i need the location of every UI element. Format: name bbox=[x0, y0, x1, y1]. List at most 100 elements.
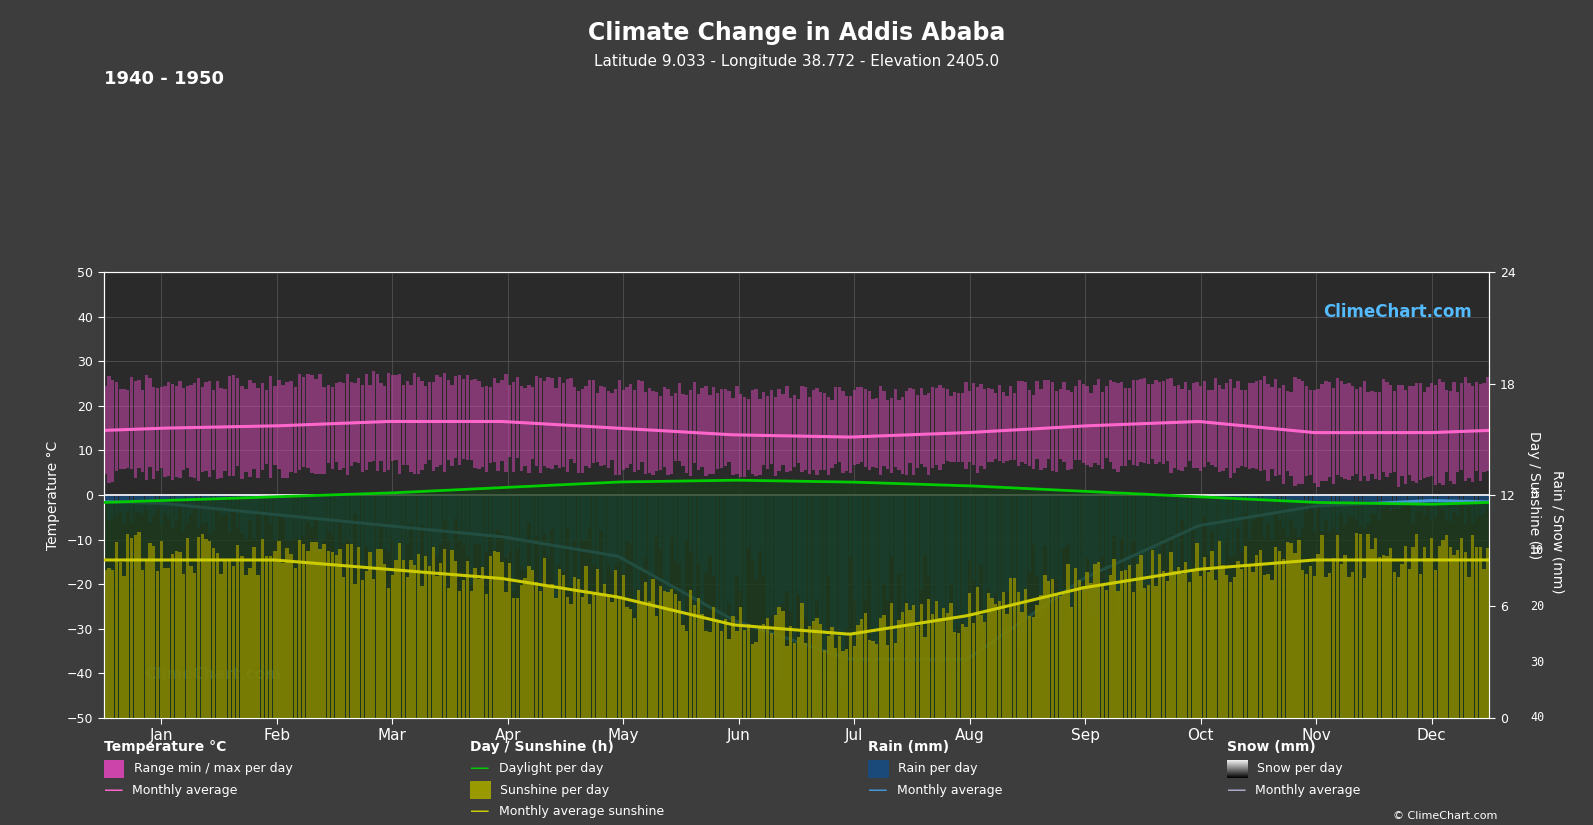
Bar bbox=[781, 611, 785, 718]
Bar bbox=[417, 377, 421, 474]
Bar bbox=[1125, 570, 1128, 718]
Bar bbox=[349, 544, 354, 718]
Bar bbox=[957, 394, 961, 462]
Bar bbox=[652, 495, 655, 576]
Bar bbox=[1136, 380, 1139, 466]
Bar bbox=[1008, 386, 1013, 460]
Bar bbox=[390, 575, 393, 718]
Bar bbox=[500, 380, 503, 460]
Bar bbox=[1027, 390, 1031, 466]
Bar bbox=[170, 554, 174, 718]
Bar bbox=[357, 547, 360, 718]
Bar bbox=[972, 623, 975, 718]
Bar bbox=[709, 495, 712, 554]
Bar bbox=[1475, 495, 1478, 516]
Bar bbox=[421, 495, 424, 525]
Bar bbox=[198, 495, 201, 529]
Bar bbox=[720, 495, 723, 666]
Bar bbox=[777, 607, 781, 718]
Bar bbox=[451, 495, 454, 573]
Bar bbox=[1442, 495, 1445, 511]
Bar bbox=[890, 603, 894, 718]
Bar bbox=[1244, 495, 1247, 513]
Bar bbox=[599, 593, 602, 718]
Bar bbox=[1411, 495, 1415, 524]
Bar bbox=[401, 495, 405, 573]
Bar bbox=[846, 649, 849, 718]
Bar bbox=[1239, 568, 1244, 718]
Bar bbox=[223, 389, 228, 471]
Bar bbox=[1125, 388, 1128, 466]
Bar bbox=[946, 613, 949, 718]
Bar bbox=[293, 495, 298, 538]
Bar bbox=[298, 495, 301, 541]
Bar bbox=[1351, 386, 1354, 476]
Bar bbox=[886, 645, 889, 718]
Bar bbox=[107, 376, 112, 483]
Bar bbox=[769, 495, 773, 615]
Bar bbox=[1456, 495, 1459, 515]
Text: Monthly average sunshine: Monthly average sunshine bbox=[499, 805, 664, 818]
Bar bbox=[104, 570, 107, 718]
Bar bbox=[1112, 495, 1115, 536]
Bar bbox=[969, 593, 972, 718]
Bar bbox=[701, 388, 704, 467]
Bar bbox=[827, 636, 830, 718]
Bar bbox=[618, 495, 621, 562]
Bar bbox=[615, 569, 618, 718]
Bar bbox=[489, 388, 492, 463]
Bar bbox=[796, 495, 800, 594]
Bar bbox=[1147, 384, 1150, 464]
Bar bbox=[946, 389, 949, 461]
Bar bbox=[648, 389, 652, 473]
Bar bbox=[1282, 495, 1286, 528]
Bar bbox=[1013, 394, 1016, 460]
Bar bbox=[1055, 593, 1058, 718]
Bar bbox=[280, 563, 285, 718]
Bar bbox=[1411, 386, 1415, 482]
Bar bbox=[379, 495, 382, 524]
Bar bbox=[930, 495, 933, 711]
Bar bbox=[750, 644, 753, 718]
Bar bbox=[902, 611, 905, 718]
Bar bbox=[1263, 575, 1266, 718]
Bar bbox=[569, 495, 573, 586]
Bar bbox=[354, 584, 357, 718]
Bar bbox=[193, 495, 196, 509]
Bar bbox=[841, 651, 844, 718]
Bar bbox=[1332, 389, 1335, 484]
Bar bbox=[734, 386, 739, 474]
Bar bbox=[728, 495, 731, 603]
Bar bbox=[626, 387, 629, 468]
Bar bbox=[890, 398, 894, 473]
Bar bbox=[1180, 389, 1184, 471]
Bar bbox=[913, 389, 916, 475]
Bar bbox=[696, 394, 699, 470]
Bar bbox=[159, 495, 162, 526]
Bar bbox=[1101, 584, 1104, 718]
Bar bbox=[457, 375, 462, 465]
Bar bbox=[1195, 543, 1198, 718]
Bar bbox=[1035, 606, 1039, 718]
Bar bbox=[314, 542, 317, 718]
Bar bbox=[1020, 495, 1024, 679]
Bar bbox=[930, 615, 933, 718]
Bar bbox=[919, 495, 922, 590]
Bar bbox=[1063, 495, 1066, 549]
Bar bbox=[1321, 384, 1324, 481]
Bar bbox=[1008, 578, 1013, 718]
Bar bbox=[927, 394, 930, 475]
Bar bbox=[508, 495, 511, 552]
Bar bbox=[905, 391, 908, 475]
Bar bbox=[709, 632, 712, 718]
Bar bbox=[204, 495, 207, 521]
Bar bbox=[1039, 495, 1043, 620]
Bar bbox=[516, 598, 519, 718]
Bar bbox=[1020, 381, 1024, 461]
Bar bbox=[1008, 495, 1013, 631]
Bar bbox=[1289, 543, 1294, 718]
Bar bbox=[126, 534, 129, 718]
Bar bbox=[769, 390, 773, 464]
Bar bbox=[883, 615, 886, 718]
Bar bbox=[1082, 586, 1085, 718]
